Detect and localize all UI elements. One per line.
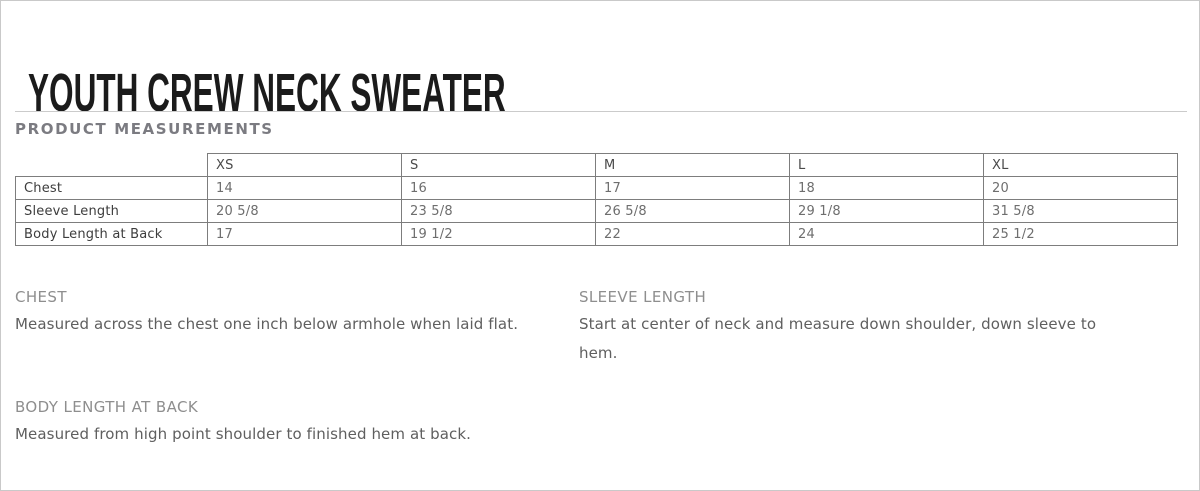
measurement-value: 14 xyxy=(207,176,402,200)
definition-body-length-at-back: BODY LENGTH AT BACK Measured from high p… xyxy=(15,398,615,449)
measurement-value: 17 xyxy=(595,176,790,200)
size-chart-table: XS S M L XL Chest 14 16 17 18 20 Sleeve … xyxy=(15,153,1178,246)
size-column-header: S xyxy=(401,153,596,177)
measurement-value: 17 xyxy=(207,222,402,246)
measurement-value: 20 xyxy=(983,176,1178,200)
measurement-value: 22 xyxy=(595,222,790,246)
table-row: Chest 14 16 17 18 20 xyxy=(15,176,1178,200)
row-label: Chest xyxy=(15,176,208,200)
size-column-header: XL xyxy=(983,153,1178,177)
definition-description: Start at center of neck and measure down… xyxy=(579,315,1097,362)
row-label: Sleeve Length xyxy=(15,199,208,223)
row-label: Body Length at Back xyxy=(15,222,208,246)
definition-description: Measured from high point shoulder to fin… xyxy=(15,425,472,443)
definition-sleeve-length: SLEEVE LENGTH Start at center of neck an… xyxy=(579,288,1135,368)
page-title: YOUTH CREW NECK SWEATER xyxy=(28,63,506,124)
measurement-value: 19 1/2 xyxy=(401,222,596,246)
measurement-value: 25 1/2 xyxy=(983,222,1178,246)
measurement-value: 23 5/8 xyxy=(401,199,596,223)
size-chart-corner-cell xyxy=(16,154,208,177)
measurement-value: 18 xyxy=(789,176,984,200)
section-heading: PRODUCT MEASUREMENTS xyxy=(15,120,274,138)
size-column-header: L xyxy=(789,153,984,177)
measurement-value: 31 5/8 xyxy=(983,199,1178,223)
definition-term: SLEEVE LENGTH xyxy=(579,288,707,306)
definition-chest: CHEST Measured across the chest one inch… xyxy=(15,288,575,339)
measurement-value: 16 xyxy=(401,176,596,200)
size-column-header: M xyxy=(595,153,790,177)
section-divider xyxy=(15,111,1187,112)
measurement-value: 24 xyxy=(789,222,984,246)
size-chart-header-row: XS S M L XL xyxy=(16,153,1178,177)
definition-term: BODY LENGTH AT BACK xyxy=(15,398,199,416)
table-row: Body Length at Back 17 19 1/2 22 24 25 1… xyxy=(15,222,1178,246)
measurement-value: 20 5/8 xyxy=(207,199,402,223)
size-column-header: XS xyxy=(207,153,402,177)
definition-description: Measured across the chest one inch below… xyxy=(15,315,519,333)
definition-term: CHEST xyxy=(15,288,67,306)
measurement-value: 29 1/8 xyxy=(789,199,984,223)
measurement-value: 26 5/8 xyxy=(595,199,790,223)
table-row: Sleeve Length 20 5/8 23 5/8 26 5/8 29 1/… xyxy=(15,199,1178,223)
